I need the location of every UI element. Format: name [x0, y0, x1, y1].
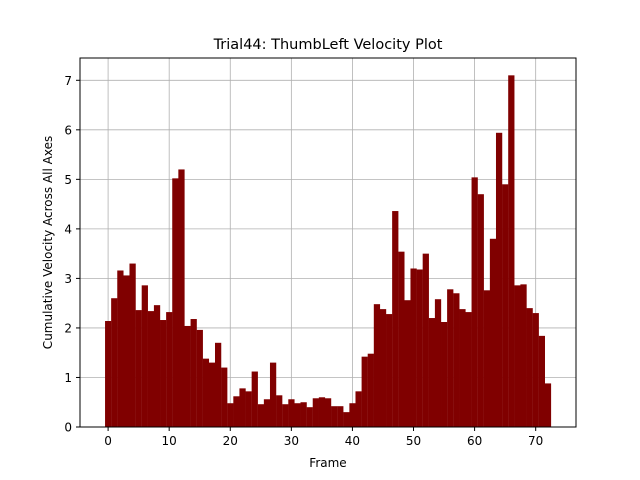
bar-frame-42	[361, 356, 368, 427]
bar-frame-59	[465, 312, 472, 427]
bar-frame-50	[410, 268, 417, 427]
bar-frame-37	[331, 406, 338, 427]
bar-frame-52	[422, 253, 429, 427]
bar-frame-0	[105, 321, 112, 427]
bar-frame-36	[324, 398, 332, 427]
bar-frame-6	[141, 285, 148, 427]
bar-frame-51	[416, 269, 423, 427]
bar-frame-57	[453, 293, 460, 427]
bar-frame-47	[392, 211, 399, 427]
bar-frame-4	[129, 263, 136, 427]
bar-frame-28	[276, 395, 283, 427]
bar-frame-69	[526, 308, 533, 427]
y-tick-label: 2	[64, 321, 72, 335]
x-tick-label: 30	[284, 434, 299, 448]
bar-frame-58	[459, 309, 466, 427]
bar-frame-26	[263, 399, 271, 427]
bar-frame-2	[117, 270, 124, 427]
bar-frame-48	[398, 251, 405, 427]
x-tick-label: 60	[467, 434, 482, 448]
bar-frame-67	[514, 285, 521, 427]
bar-frame-35	[318, 397, 326, 427]
x-tick-label: 20	[223, 434, 238, 448]
bar-frame-70	[532, 313, 539, 427]
bar-frame-22	[239, 388, 246, 427]
bar-frame-66	[508, 75, 515, 427]
bar-frame-60	[471, 177, 478, 427]
bar-frame-9	[160, 320, 167, 427]
bar-frame-29	[282, 404, 289, 427]
y-tick-label: 7	[64, 74, 72, 88]
bar-frame-24	[251, 371, 258, 427]
bar-frame-8	[153, 305, 161, 427]
bar-frame-41	[355, 391, 362, 427]
y-axis-label: Cumulative Velocity Across All Axes	[41, 136, 55, 349]
bar-frame-27	[269, 362, 277, 427]
bar-frame-68	[520, 284, 527, 427]
bar-frame-45	[379, 309, 387, 427]
bar-frame-38	[337, 406, 344, 427]
x-tick-label: 40	[345, 434, 360, 448]
x-tick-label: 0	[104, 434, 112, 448]
bar-frame-56	[447, 289, 454, 427]
y-tick-label: 5	[64, 173, 72, 187]
bar-frame-12	[178, 169, 185, 428]
x-tick-label: 10	[162, 434, 177, 448]
bar-frame-43	[367, 353, 374, 427]
bar-frame-17	[208, 362, 216, 427]
bar-frame-18	[214, 342, 222, 427]
bar-frame-31	[294, 403, 301, 427]
bar-frame-30	[288, 399, 295, 427]
bar-frame-25	[257, 404, 265, 427]
bar-frame-61	[477, 194, 484, 427]
x-tick-label: 70	[528, 434, 543, 448]
chart-title: Trial44: ThumbLeft Velocity Plot	[213, 37, 443, 53]
bar-frame-46	[386, 314, 393, 427]
bar-frame-15	[196, 329, 203, 427]
bar-frame-64	[495, 132, 503, 428]
axis-ticks: 0 10 20 30 40 50 60 70 0 1 2 3 4 5 6 7	[64, 74, 543, 448]
bar-frame-55	[441, 321, 448, 427]
bar-frame-21	[233, 396, 240, 427]
bar-frame-16	[202, 358, 210, 427]
x-tick-label: 50	[406, 434, 421, 448]
y-tick-label: 4	[64, 222, 72, 236]
bar-frame-13	[184, 325, 191, 427]
bar-frame-34	[312, 398, 319, 427]
bar-frame-44	[373, 304, 381, 427]
bar-frame-33	[306, 407, 313, 427]
bar-frame-20	[227, 403, 234, 427]
bar-frame-53	[428, 318, 436, 427]
bar-frame-5	[135, 310, 142, 427]
bar-frame-32	[300, 402, 307, 427]
bar-frame-7	[147, 311, 155, 427]
bar-frame-19	[221, 367, 228, 427]
bar-frame-72	[544, 383, 552, 427]
bar-frame-63	[489, 238, 497, 427]
y-tick-label: 6	[64, 123, 72, 137]
bar-frame-23	[245, 391, 252, 427]
y-tick-label: 0	[64, 421, 72, 435]
bar-frame-3	[123, 275, 130, 427]
bar-frame-49	[404, 300, 411, 427]
bar-frame-10	[166, 312, 173, 427]
bar-frame-39	[343, 412, 350, 427]
x-axis-label: Frame	[309, 456, 346, 470]
bar-frame-14	[190, 319, 197, 427]
y-tick-label: 3	[64, 272, 72, 286]
y-tick-label: 1	[64, 371, 72, 385]
bar-frame-11	[172, 178, 179, 427]
bar-frame-65	[502, 184, 509, 427]
bars	[105, 75, 552, 428]
bar-frame-54	[434, 299, 442, 427]
bar-frame-1	[111, 298, 118, 427]
bar-frame-62	[483, 290, 491, 427]
plot-frame	[79, 57, 577, 428]
bar-frame-40	[349, 403, 356, 427]
bar-frame-71	[538, 335, 545, 427]
